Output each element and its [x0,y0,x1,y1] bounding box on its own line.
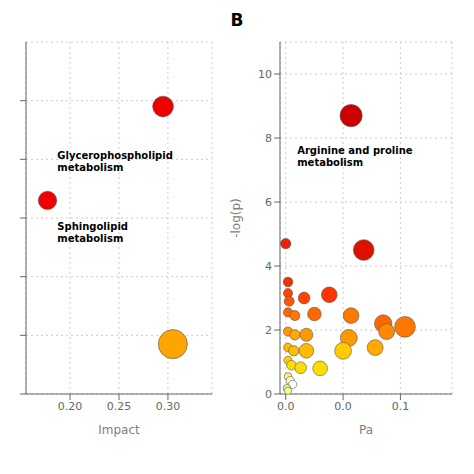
svg-text:10: 10 [258,68,272,81]
svg-text:4: 4 [265,260,272,273]
svg-text:0.0: 0.0 [334,400,352,413]
svg-text:Arginine and prolinemetabolism: Arginine and prolinemetabolism [297,145,413,168]
svg-text:0.20: 0.20 [58,400,83,413]
svg-text:0.1: 0.1 [392,400,410,413]
svg-text:8: 8 [265,132,272,145]
svg-text:Pa: Pa [359,423,373,437]
svg-text:0: 0 [265,388,272,401]
svg-text:0.0: 0.0 [277,400,295,413]
svg-text:0.30: 0.30 [156,400,181,413]
svg-text:Impact: Impact [98,423,140,437]
html-text:B: B [230,10,244,30]
svg-text:0.25: 0.25 [107,400,132,413]
svg-text:2: 2 [265,324,272,337]
svg-text:6: 6 [265,196,272,209]
svg-text:Sphingolipidmetabolism: Sphingolipidmetabolism [57,221,128,244]
svg-text:-log(p): -log(p) [229,198,243,238]
svg-text:Glycerophospholipidmetabolism: Glycerophospholipidmetabolism [57,150,173,173]
